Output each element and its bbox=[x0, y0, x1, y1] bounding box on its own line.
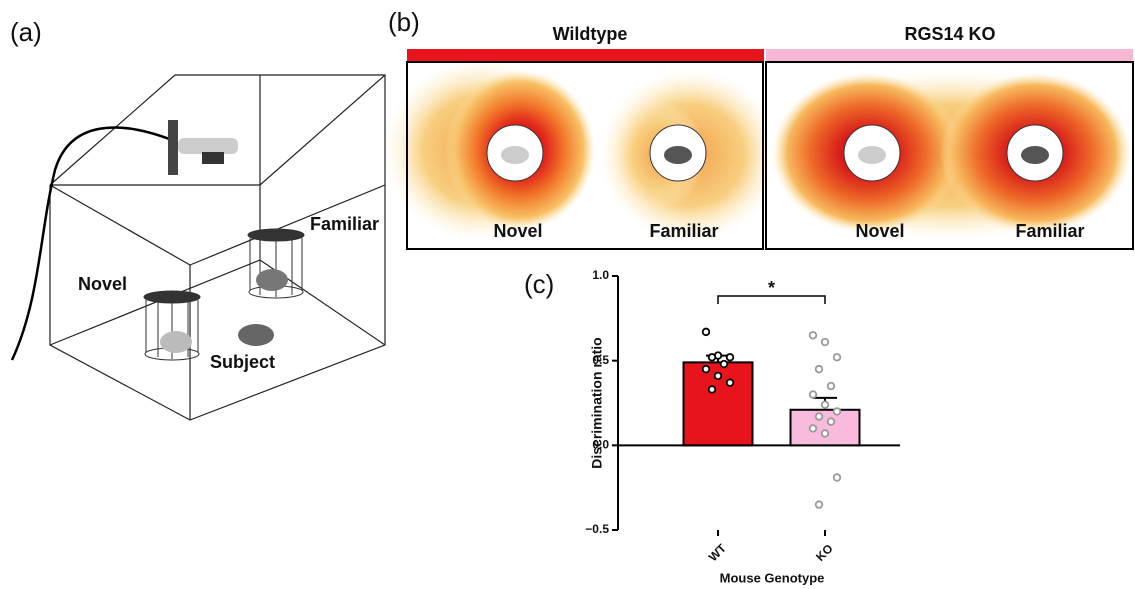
data-point bbox=[834, 474, 841, 481]
label: Novel bbox=[855, 221, 904, 241]
label: Familiar bbox=[310, 214, 379, 234]
y-tick-label: −0.5 bbox=[585, 522, 609, 536]
data-point bbox=[816, 501, 823, 508]
y-tick-label: 1.0 bbox=[592, 268, 609, 282]
data-point bbox=[810, 332, 817, 339]
data-point bbox=[721, 361, 728, 368]
group-bar bbox=[407, 49, 764, 61]
mouse bbox=[256, 269, 288, 291]
data-point bbox=[828, 418, 835, 425]
data-point bbox=[727, 354, 734, 361]
bar bbox=[791, 410, 860, 446]
panel-label: (b) bbox=[388, 7, 420, 37]
label: Novel bbox=[493, 221, 542, 241]
data-point bbox=[822, 430, 829, 437]
x-tick-label: KO bbox=[813, 541, 836, 564]
panel-label: (c) bbox=[524, 269, 554, 299]
group-title: Wildtype bbox=[553, 24, 628, 44]
data-point bbox=[715, 373, 722, 380]
label: Subject bbox=[210, 352, 275, 372]
group-bar bbox=[766, 49, 1133, 61]
label: Novel bbox=[78, 274, 127, 294]
y-tick-label: 0.0 bbox=[592, 438, 609, 452]
label: Familiar bbox=[649, 221, 718, 241]
label: Familiar bbox=[1015, 221, 1084, 241]
figure: (a) Novel Familiar Subject (b) bbox=[0, 0, 1135, 589]
data-point bbox=[703, 329, 710, 336]
x-tick-label: WT bbox=[706, 541, 730, 565]
x-axis-label: Mouse Genotype bbox=[720, 570, 825, 585]
mouse bbox=[160, 331, 192, 353]
data-point bbox=[828, 383, 835, 390]
data-point bbox=[810, 425, 817, 432]
camera-lens bbox=[202, 152, 224, 164]
data-point bbox=[709, 354, 716, 361]
data-point bbox=[703, 366, 710, 373]
annotation: * bbox=[768, 278, 775, 298]
data-point bbox=[834, 408, 841, 415]
camera-body bbox=[178, 138, 238, 154]
data-point bbox=[816, 413, 823, 420]
data-point bbox=[822, 401, 829, 408]
data-point bbox=[709, 386, 716, 393]
group-title: RGS14 KO bbox=[904, 24, 995, 44]
camera bbox=[168, 120, 178, 175]
data-point bbox=[822, 339, 829, 346]
panel-label: (a) bbox=[10, 17, 42, 47]
y-tick-label: 0.5 bbox=[592, 353, 609, 367]
mouse bbox=[238, 324, 274, 346]
data-point bbox=[810, 391, 817, 398]
cable bbox=[12, 128, 172, 360]
data-point bbox=[834, 354, 841, 361]
data-point bbox=[727, 379, 734, 386]
data-point bbox=[816, 366, 823, 373]
heatmap bbox=[385, 60, 780, 249]
